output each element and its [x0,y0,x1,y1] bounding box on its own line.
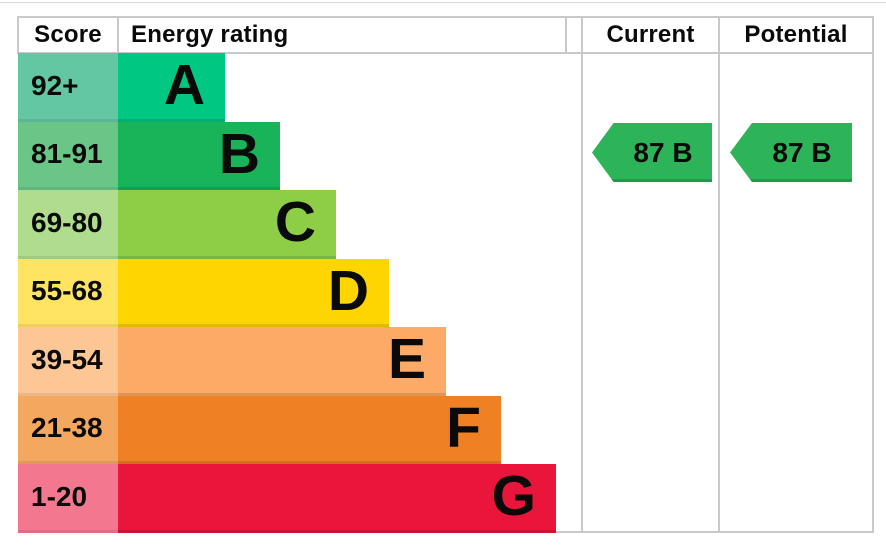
score-cell: 55-68 [18,259,118,327]
header-potential: Potential [744,21,848,48]
header-current: Current [606,21,695,48]
score-range-label: 69-80 [31,206,103,238]
band-bar: G [118,464,556,533]
band-letter-label: D [327,258,369,323]
score-cell: 81-91 [18,122,118,190]
energy-col-right-border [565,16,567,54]
band-letter-label: F [446,395,481,460]
score-col-left-border [17,16,19,54]
band-letter-label: B [218,121,260,186]
band-bar: D [118,259,389,327]
band-row: 39-54 E [18,327,446,396]
band-bar: B [118,122,280,190]
band-row: 69-80 C [18,190,336,259]
score-range-label: 21-38 [31,412,103,443]
header-energy-rating: Energy rating [131,21,289,48]
score-energy-divider [117,16,119,54]
score-range-label: 81-91 [31,138,103,169]
current-rating-label: 87 B [633,136,693,168]
band-letter-label: E [387,327,426,391]
score-range-label: 92+ [31,69,79,101]
band-bar: A [118,53,225,122]
current-potential-divider [718,16,720,533]
potential-rating-arrow: 87 B [730,123,852,182]
band-row: 21-38 F [18,396,501,464]
band-letter-label: A [163,53,205,117]
band-bar: F [118,396,501,464]
band-bar: C [118,190,336,259]
score-range-label: 1-20 [31,480,88,512]
header-bottom-border [18,52,873,54]
score-cell: 1-20 [18,464,118,533]
header-top-border [18,16,873,18]
score-cell: 39-54 [18,327,118,396]
top-divider [0,2,886,3]
potential-col-right-border [872,16,874,533]
potential-rating-label: 87 B [772,136,832,168]
score-cell: 69-80 [18,190,118,259]
band-letter-label: G [491,464,536,528]
band-row: 81-91 B [18,122,280,190]
score-range-label: 55-68 [31,275,103,306]
band-bar: E [118,327,446,396]
score-cell: 21-38 [18,396,118,464]
current-rating-arrow: 87 B [592,123,712,182]
score-range-label: 39-54 [31,343,103,375]
band-row: 1-20 G [18,464,556,533]
score-cell: 92+ [18,53,118,122]
band-row: 92+ A [18,53,225,122]
header-score: Score [34,21,102,48]
current-col-left-border [581,16,583,533]
band-row: 55-68 D [18,259,389,327]
band-letter-label: C [274,190,316,254]
